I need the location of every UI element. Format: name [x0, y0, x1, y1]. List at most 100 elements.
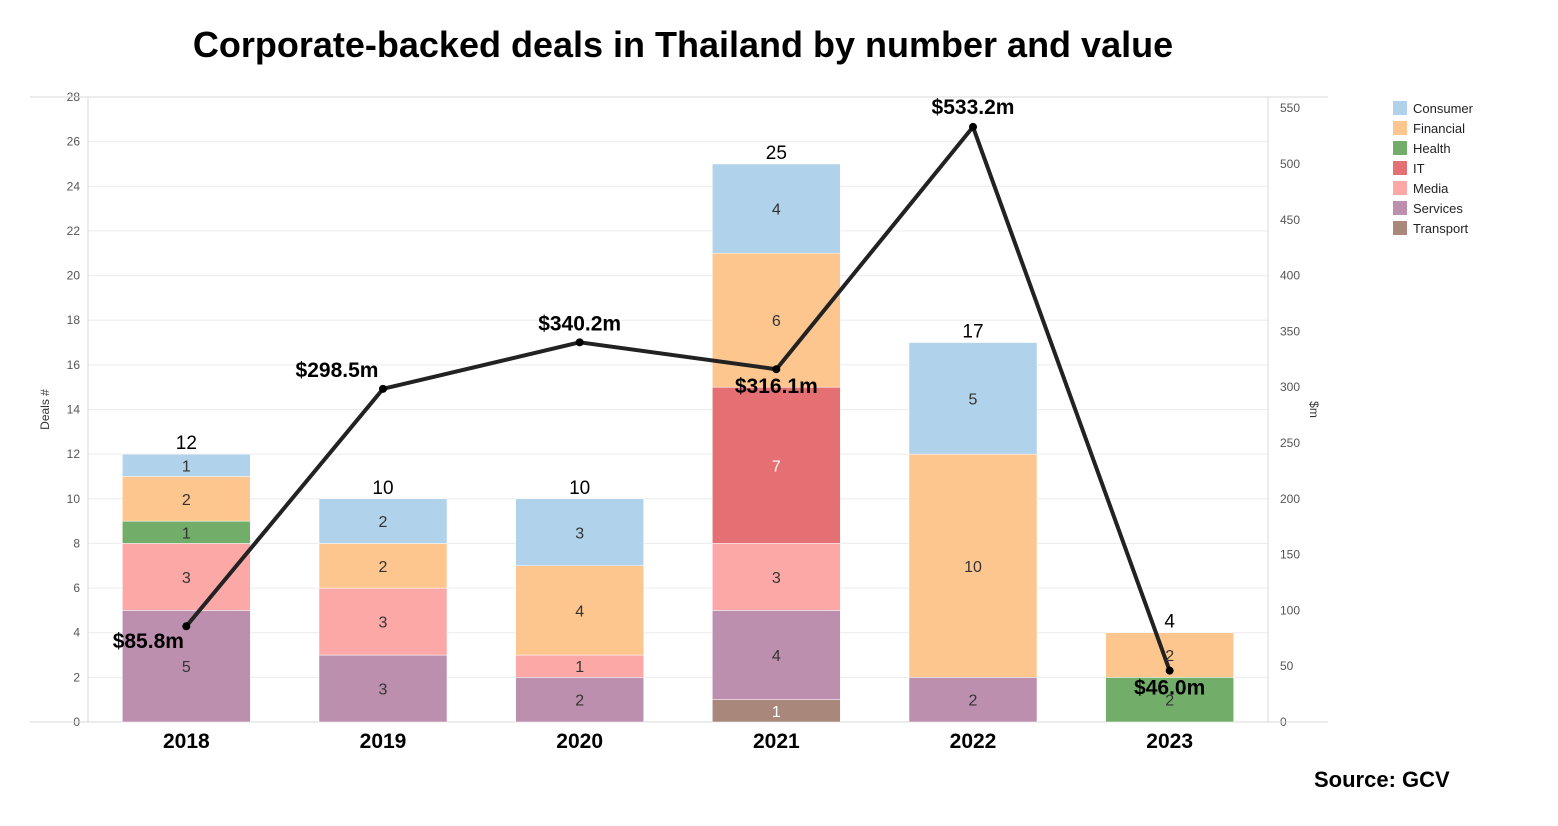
bar-total-label: 10 [569, 478, 590, 499]
segment-value-label: 3 [182, 570, 191, 587]
value-line-label: $316.1m [735, 375, 818, 398]
y-right-tick-label: 350 [1280, 324, 1300, 338]
y-left-tick-label: 14 [67, 403, 81, 417]
bar-segment [1105, 677, 1234, 723]
bar-total-label: 12 [176, 433, 197, 454]
bar-segment [122, 476, 251, 522]
legend-swatch [1393, 101, 1407, 115]
y-left-tick-label: 6 [73, 581, 80, 595]
value-line-label: $46.0m [1134, 677, 1205, 700]
legend-item: Media [1393, 178, 1473, 198]
legend-swatch [1393, 181, 1407, 195]
value-line-label: $298.5m [296, 359, 379, 382]
legend-item: Transport [1393, 218, 1473, 238]
y-right-tick-label: 300 [1280, 380, 1300, 394]
bar-segment [318, 654, 448, 723]
y-left-tick-label: 24 [67, 179, 81, 193]
value-line-point [1165, 666, 1174, 675]
x-tick-label: 2020 [556, 730, 603, 753]
legend-item: Health [1393, 138, 1473, 158]
y-left-axis-title: Deals # [38, 389, 52, 430]
segment-value-label: 4 [575, 603, 584, 620]
segment-value-label: 4 [772, 648, 781, 665]
legend-label: IT [1413, 160, 1425, 176]
axes: 0246810121416182022242628050100150200250… [30, 90, 1328, 753]
source-note: Source: GCV [1314, 767, 1450, 792]
segment-value-label: 1 [182, 458, 191, 475]
y-left-tick-label: 12 [67, 447, 81, 461]
value-line-point [379, 384, 387, 393]
segment-value-label: 3 [575, 525, 584, 542]
segment-value-label: 3 [772, 570, 781, 587]
bar-total-label: 17 [962, 322, 983, 343]
bar-segment [908, 342, 1038, 455]
legend-label: Media [1413, 180, 1449, 196]
legend-swatch [1393, 221, 1407, 235]
value-line-label: $85.8m [113, 630, 184, 653]
segment-value-label: 2 [575, 693, 584, 710]
y-right-axis-title: $m [1307, 401, 1321, 418]
y-left-tick-label: 10 [67, 492, 81, 506]
bar-total-label: 4 [1164, 612, 1175, 633]
segment-value-label: 2 [1165, 648, 1174, 665]
segment-value-label: 1 [575, 659, 584, 676]
x-tick-label: 2018 [163, 730, 210, 753]
segment-value-label: 3 [379, 615, 388, 632]
bar-segment [515, 565, 644, 656]
y-right-tick-label: 500 [1280, 157, 1300, 171]
legend-swatch [1393, 121, 1407, 135]
segment-value-label: 1 [182, 525, 191, 542]
legend-label: Health [1413, 140, 1451, 156]
legend-label: Services [1413, 200, 1463, 216]
bar-segment [122, 453, 251, 477]
bar-segment [318, 498, 448, 544]
legend-swatch [1393, 161, 1407, 175]
bar-segment [712, 163, 841, 254]
bar-segment [712, 386, 841, 544]
y-left-tick-label: 20 [67, 269, 81, 283]
segment-value-label: 2 [379, 559, 388, 576]
bar-total-label: 25 [766, 143, 787, 164]
legend-swatch [1393, 141, 1407, 155]
y-left-tick-label: 2 [73, 670, 80, 684]
segment-value-label: 6 [772, 313, 781, 330]
x-tick-label: 2021 [753, 730, 800, 753]
segment-value-label: 1 [772, 704, 781, 721]
bar-segment [318, 587, 448, 656]
y-left-tick-label: 16 [67, 358, 81, 372]
legend-label: Consumer [1413, 100, 1473, 116]
legend-label: Financial [1413, 120, 1466, 136]
labels: 531211233221021431014376425210517224$85.… [113, 96, 1206, 721]
bar-segment [515, 498, 644, 566]
legend-item: Financial [1393, 118, 1473, 138]
value-line-point [772, 365, 781, 374]
y-right-tick-label: 200 [1280, 492, 1300, 506]
legend-label: Transport [1413, 220, 1469, 236]
bar-segment [318, 543, 448, 589]
y-right-tick-label: 250 [1280, 436, 1300, 450]
value-line [182, 122, 1174, 675]
x-tick-label: 2019 [360, 730, 407, 753]
legend-item: Services [1393, 198, 1473, 218]
bar-segment [908, 453, 1038, 678]
bar-segment [515, 677, 644, 723]
y-right-tick-label: 550 [1280, 101, 1300, 115]
x-tick-label: 2023 [1146, 730, 1193, 753]
y-right-tick-label: 50 [1280, 659, 1294, 673]
segment-value-label: 2 [182, 492, 191, 509]
x-tick-label: 2022 [950, 730, 997, 753]
bars [122, 163, 1234, 723]
chart-title: Corporate-backed deals in Thailand by nu… [192, 24, 1174, 65]
legend-item: IT [1393, 158, 1473, 178]
y-left-tick-label: 18 [67, 313, 81, 327]
grid-lines [88, 96, 1268, 723]
value-line-point [969, 122, 977, 131]
value-line-point [575, 338, 584, 347]
segment-value-label: 5 [969, 391, 978, 408]
segment-value-label: 5 [182, 659, 191, 676]
value-line-label: $533.2m [932, 96, 1015, 119]
y-left-tick-label: 22 [67, 224, 81, 238]
bar-segment [712, 610, 841, 700]
value-line-point [182, 622, 191, 631]
